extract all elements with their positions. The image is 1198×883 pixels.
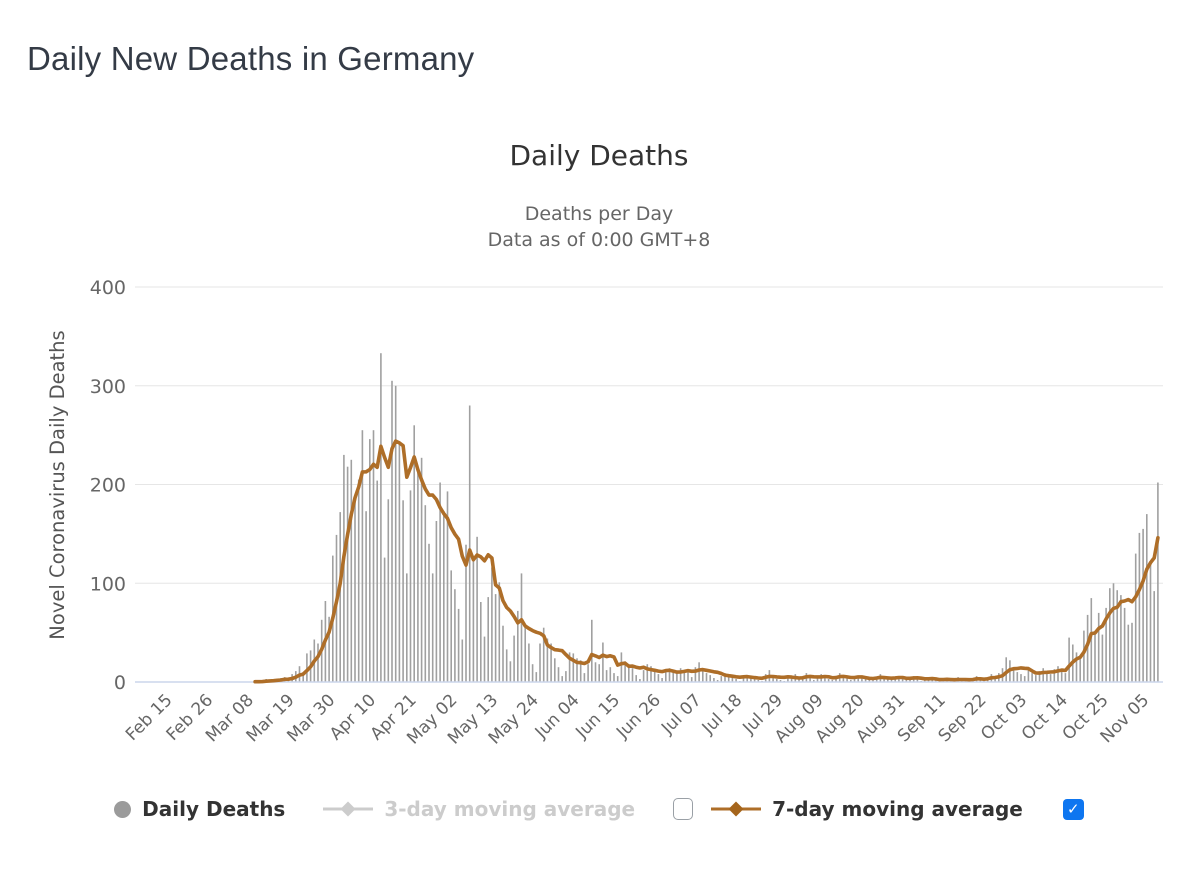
legend-item-3day-moving-average[interactable]: 3-day moving average (323, 797, 635, 821)
page-title: Daily New Deaths in Germany (27, 40, 475, 78)
7day-ma-marker-icon (711, 800, 762, 818)
y-axis-tick-labels: 0 100 200 300 400 (90, 277, 126, 694)
svg-text:Jul 18: Jul 18 (698, 690, 746, 738)
svg-text:Jun 26: Jun 26 (612, 690, 665, 743)
checkmark-icon: ✓ (1067, 800, 1080, 818)
svg-text:Jun 04: Jun 04 (531, 690, 584, 743)
legend-label-7day-moving-average: 7-day moving average (772, 797, 1023, 821)
svg-text:200: 200 (90, 475, 126, 497)
chart-subtitle-line2: Data as of 0:00 GMT+8 (487, 229, 711, 251)
daily-deaths-bars[interactable] (254, 353, 1159, 683)
y-gridlines (135, 286, 1163, 683)
svg-text:0: 0 (114, 672, 126, 694)
legend-label-daily-deaths: Daily Deaths (142, 797, 286, 821)
y-axis-title: Novel Coronavirus Daily Deaths (46, 330, 69, 639)
svg-text:100: 100 (90, 573, 126, 595)
svg-text:Jul 07: Jul 07 (657, 690, 705, 738)
legend-item-7day-moving-average[interactable]: 7-day moving average (711, 797, 1023, 821)
3day-ma-checkbox[interactable] (673, 798, 694, 820)
legend-item-daily-deaths[interactable]: Daily Deaths (114, 797, 285, 821)
chart-subtitle: Deaths per Day Data as of 0:00 GMT+8 (0, 201, 1198, 253)
chart-subtitle-line1: Deaths per Day (524, 203, 674, 225)
7day-moving-average-line[interactable] (253, 439, 1160, 684)
daily-deaths-marker-icon (114, 800, 132, 818)
chart-title: Daily Deaths (509, 139, 689, 172)
svg-text:Jun 15: Jun 15 (571, 690, 624, 743)
7day-ma-checkbox[interactable]: ✓ (1062, 798, 1084, 820)
legend-label-3day-moving-average: 3-day moving average (384, 797, 636, 821)
svg-text:300: 300 (90, 376, 126, 398)
chart-legend: Daily Deaths 3-day moving average 7-day … (0, 797, 1198, 821)
svg-text:400: 400 (90, 277, 126, 299)
3day-ma-marker-icon (323, 800, 374, 818)
